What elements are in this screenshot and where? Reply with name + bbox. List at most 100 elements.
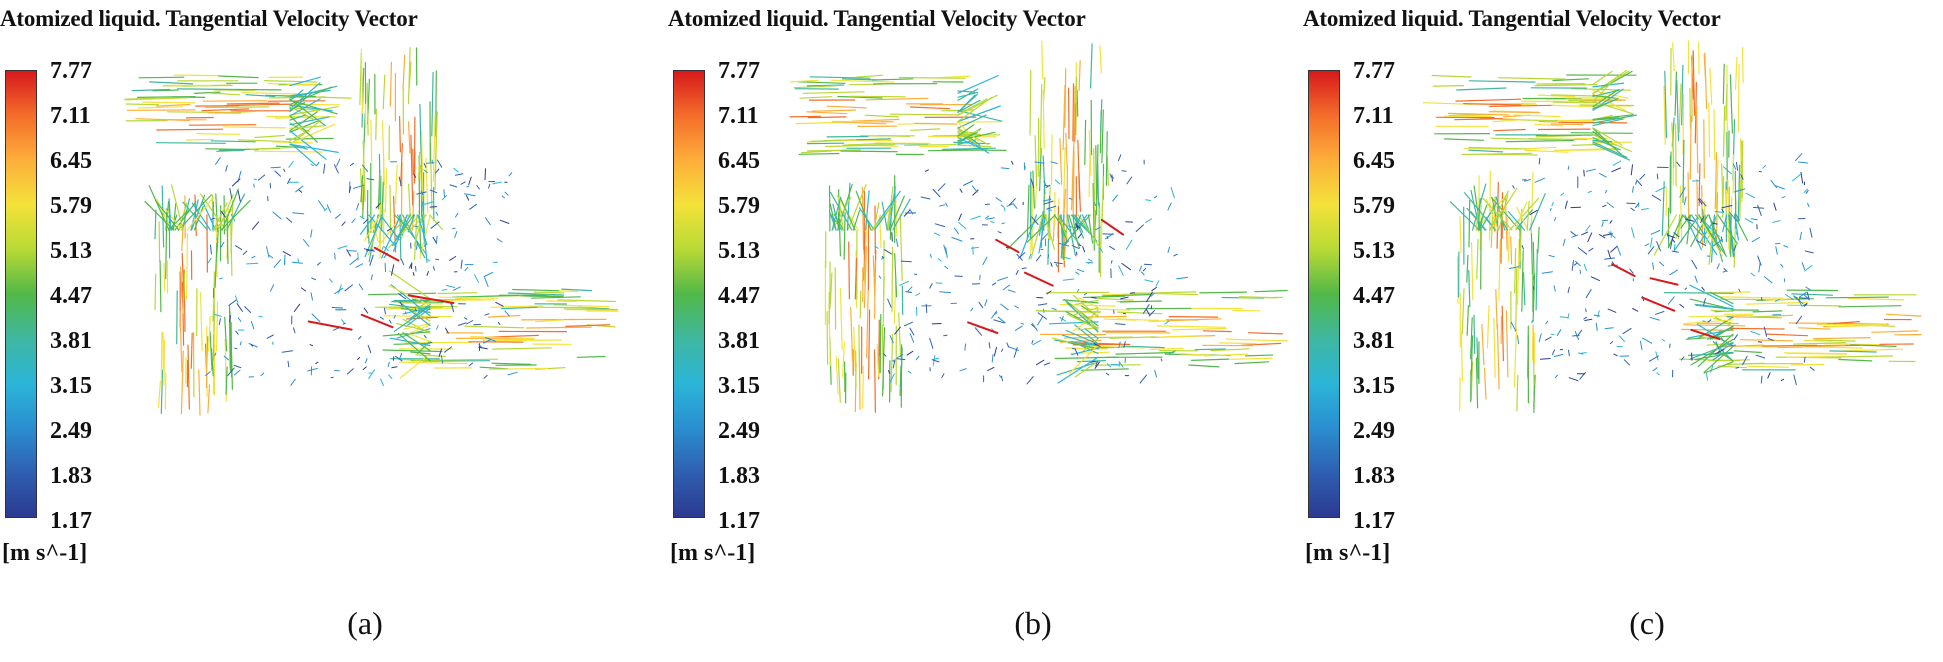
velocity-vector xyxy=(230,213,236,222)
velocity-vector xyxy=(220,200,251,231)
velocity-vector xyxy=(1106,236,1109,239)
velocity-vector xyxy=(837,358,841,403)
velocity-vector xyxy=(449,256,457,261)
velocity-vector xyxy=(967,321,999,334)
velocity-vector xyxy=(366,210,370,244)
velocity-vector xyxy=(281,350,293,353)
velocity-vector xyxy=(315,361,319,365)
velocity-vector xyxy=(1090,43,1093,89)
velocity-vector xyxy=(285,137,334,140)
velocity-vector xyxy=(838,199,844,231)
velocity-vector xyxy=(431,71,434,137)
velocity-vector xyxy=(423,162,427,169)
velocity-vector xyxy=(1683,196,1687,206)
velocity-vector xyxy=(1675,123,1677,187)
velocity-vector xyxy=(1554,217,1557,222)
velocity-vector xyxy=(1068,197,1073,200)
velocity-vector xyxy=(1737,164,1741,223)
velocity-vector xyxy=(1020,322,1025,325)
velocity-vector xyxy=(440,354,444,364)
velocity-vector xyxy=(144,200,175,231)
velocity-vector xyxy=(1123,341,1126,348)
velocity-vector xyxy=(171,96,206,99)
velocity-vector xyxy=(1082,246,1086,253)
velocity-vector xyxy=(1714,211,1725,213)
velocity-vector xyxy=(1649,316,1660,321)
velocity-vector xyxy=(1793,295,1798,299)
velocity-vector xyxy=(289,98,326,127)
velocity-vector xyxy=(894,253,898,298)
velocity-vector xyxy=(1651,194,1662,201)
velocity-vector xyxy=(501,195,505,199)
velocity-vector xyxy=(932,188,941,198)
velocity-vector xyxy=(415,354,446,357)
velocity-vector xyxy=(415,266,417,272)
velocity-vector xyxy=(1509,197,1540,231)
velocity-vector xyxy=(1160,358,1163,362)
velocity-vector xyxy=(1838,358,1873,362)
velocity-vector xyxy=(391,366,398,369)
velocity-vector xyxy=(1050,161,1058,164)
velocity-vector xyxy=(1626,202,1636,205)
velocity-vector xyxy=(1720,298,1776,301)
velocity-vector xyxy=(1790,363,1825,366)
velocity-vector xyxy=(1601,221,1604,227)
velocity-vector xyxy=(995,197,1002,202)
panel-c: Atomized liquid. Tangential Velocity Vec… xyxy=(1303,0,1943,662)
velocity-vector xyxy=(1461,288,1465,335)
velocity-vector xyxy=(1678,83,1682,134)
velocity-vector xyxy=(464,193,476,197)
tick-label: 5.13 xyxy=(718,238,760,264)
velocity-vector xyxy=(402,306,431,315)
velocity-vector xyxy=(1710,365,1714,373)
velocity-vector xyxy=(1170,186,1175,199)
velocity-vector xyxy=(1234,361,1270,365)
velocity-vector xyxy=(1696,105,1699,174)
velocity-vector xyxy=(142,101,196,104)
velocity-vector xyxy=(349,257,359,266)
velocity-vector xyxy=(215,157,221,165)
velocity-vector xyxy=(1535,249,1538,311)
velocity-vector xyxy=(1043,199,1050,202)
velocity-vector xyxy=(1145,199,1151,201)
velocity-vector xyxy=(504,191,509,196)
tick-label: 5.13 xyxy=(1353,238,1395,264)
velocity-vector xyxy=(368,214,397,248)
velocity-vector xyxy=(360,175,364,203)
velocity-vector xyxy=(355,263,364,268)
velocity-vector xyxy=(329,278,333,283)
velocity-vector xyxy=(1655,311,1665,315)
velocity-vector xyxy=(1060,214,1064,249)
velocity-vector xyxy=(155,103,191,107)
velocity-vector xyxy=(417,214,428,246)
velocity-vector xyxy=(361,67,365,128)
velocity-vector xyxy=(1609,341,1614,345)
velocity-vector xyxy=(957,98,988,116)
velocity-vector xyxy=(1684,287,1687,290)
velocity-vector xyxy=(1505,310,1509,378)
velocity-vector xyxy=(1775,246,1778,255)
velocity-vector xyxy=(219,241,225,249)
velocity-vector xyxy=(335,307,343,309)
velocity-vector xyxy=(1764,276,1773,284)
velocity-vector xyxy=(1126,176,1133,185)
velocity-vector xyxy=(334,252,336,260)
velocity-vector xyxy=(1522,272,1526,306)
velocity-vector xyxy=(1737,63,1740,133)
tick-label: 3.15 xyxy=(718,373,760,399)
velocity-vector xyxy=(250,320,255,330)
velocity-vector xyxy=(1696,179,1699,243)
velocity-vector xyxy=(287,360,290,368)
velocity-vector xyxy=(1786,304,1842,307)
velocity-vector xyxy=(429,214,443,231)
velocity-vector xyxy=(811,109,857,112)
velocity-vector xyxy=(1802,302,1808,307)
velocity-vector xyxy=(1698,198,1703,205)
velocity-vector xyxy=(957,90,976,93)
velocity-vector xyxy=(389,184,392,237)
velocity-vector xyxy=(1044,185,1051,187)
velocity-vector xyxy=(405,311,407,315)
velocity-vector xyxy=(363,218,369,224)
velocity-vector xyxy=(1696,240,1707,247)
velocity-vector xyxy=(254,134,285,139)
